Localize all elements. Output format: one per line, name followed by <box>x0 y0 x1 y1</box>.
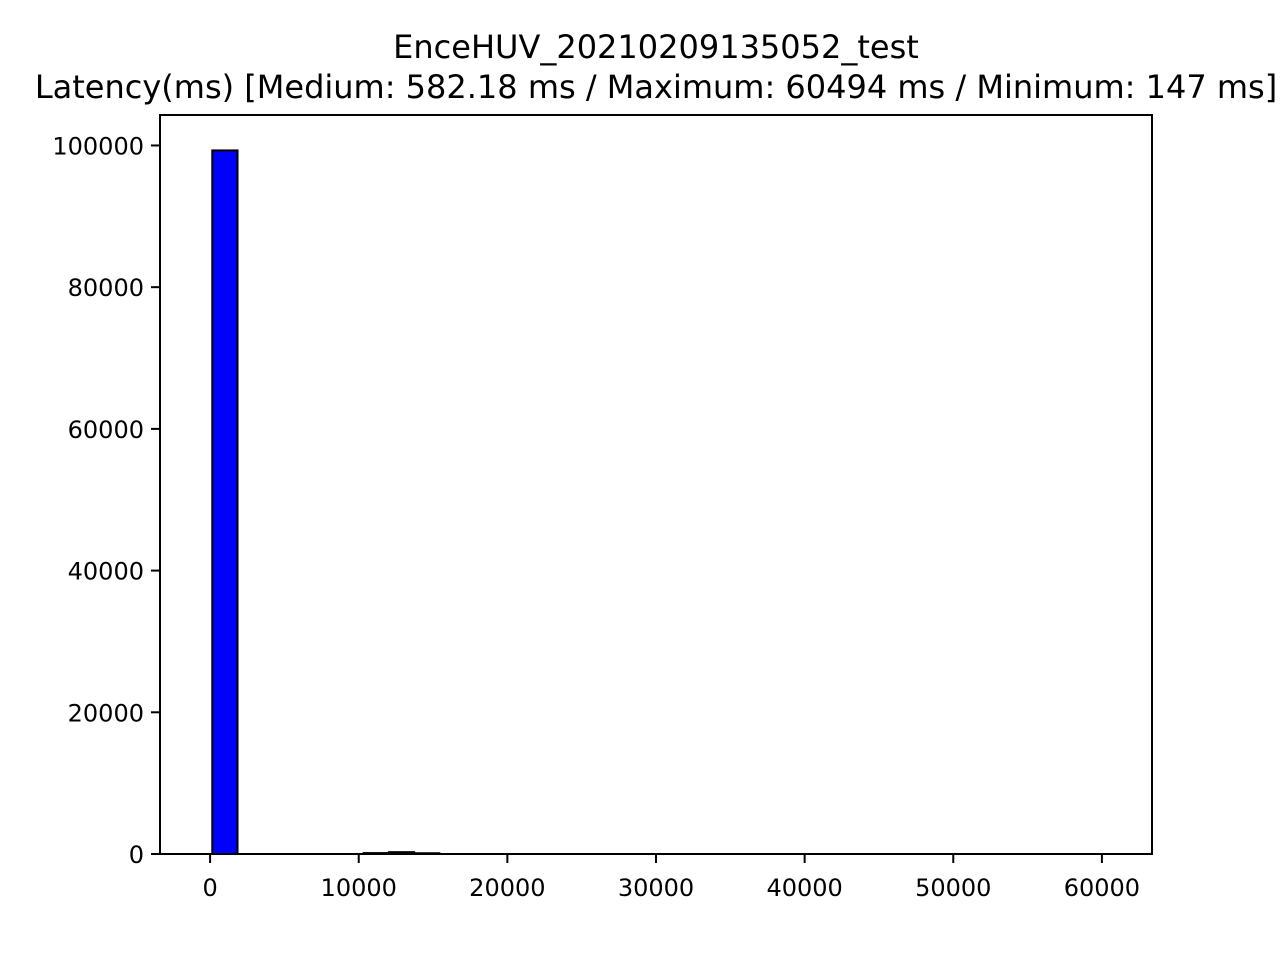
y-tick-label: 80000 <box>68 274 144 302</box>
axes-layer: 0 10000 20000 30000 40000 50000 60000 0 20000 400… <box>52 132 1140 902</box>
y-tick-label: 40000 <box>68 558 144 586</box>
chart-subtitle: Latency(ms) [Medium: 582.18 ms / Maximum… <box>35 68 1277 106</box>
chart-title: EnceHUV_20210209135052_test <box>393 28 919 66</box>
x-tick-label: 10000 <box>321 874 397 902</box>
x-tick-label: 60000 <box>1064 874 1140 902</box>
y-tick-label: 100000 <box>52 132 144 160</box>
x-tick-label: 20000 <box>469 874 545 902</box>
plot-area-frame <box>159 114 1153 855</box>
x-tick-label: 50000 <box>915 874 991 902</box>
y-tick-label: 0 <box>129 841 144 869</box>
bars-layer <box>211 149 441 856</box>
y-tick-label: 60000 <box>68 416 144 444</box>
x-tick-label: 0 <box>202 874 217 902</box>
histogram-bar-0 <box>211 149 239 856</box>
x-tick-label: 40000 <box>766 874 842 902</box>
y-tick-label: 20000 <box>68 699 144 727</box>
x-tick-label: 30000 <box>618 874 694 902</box>
